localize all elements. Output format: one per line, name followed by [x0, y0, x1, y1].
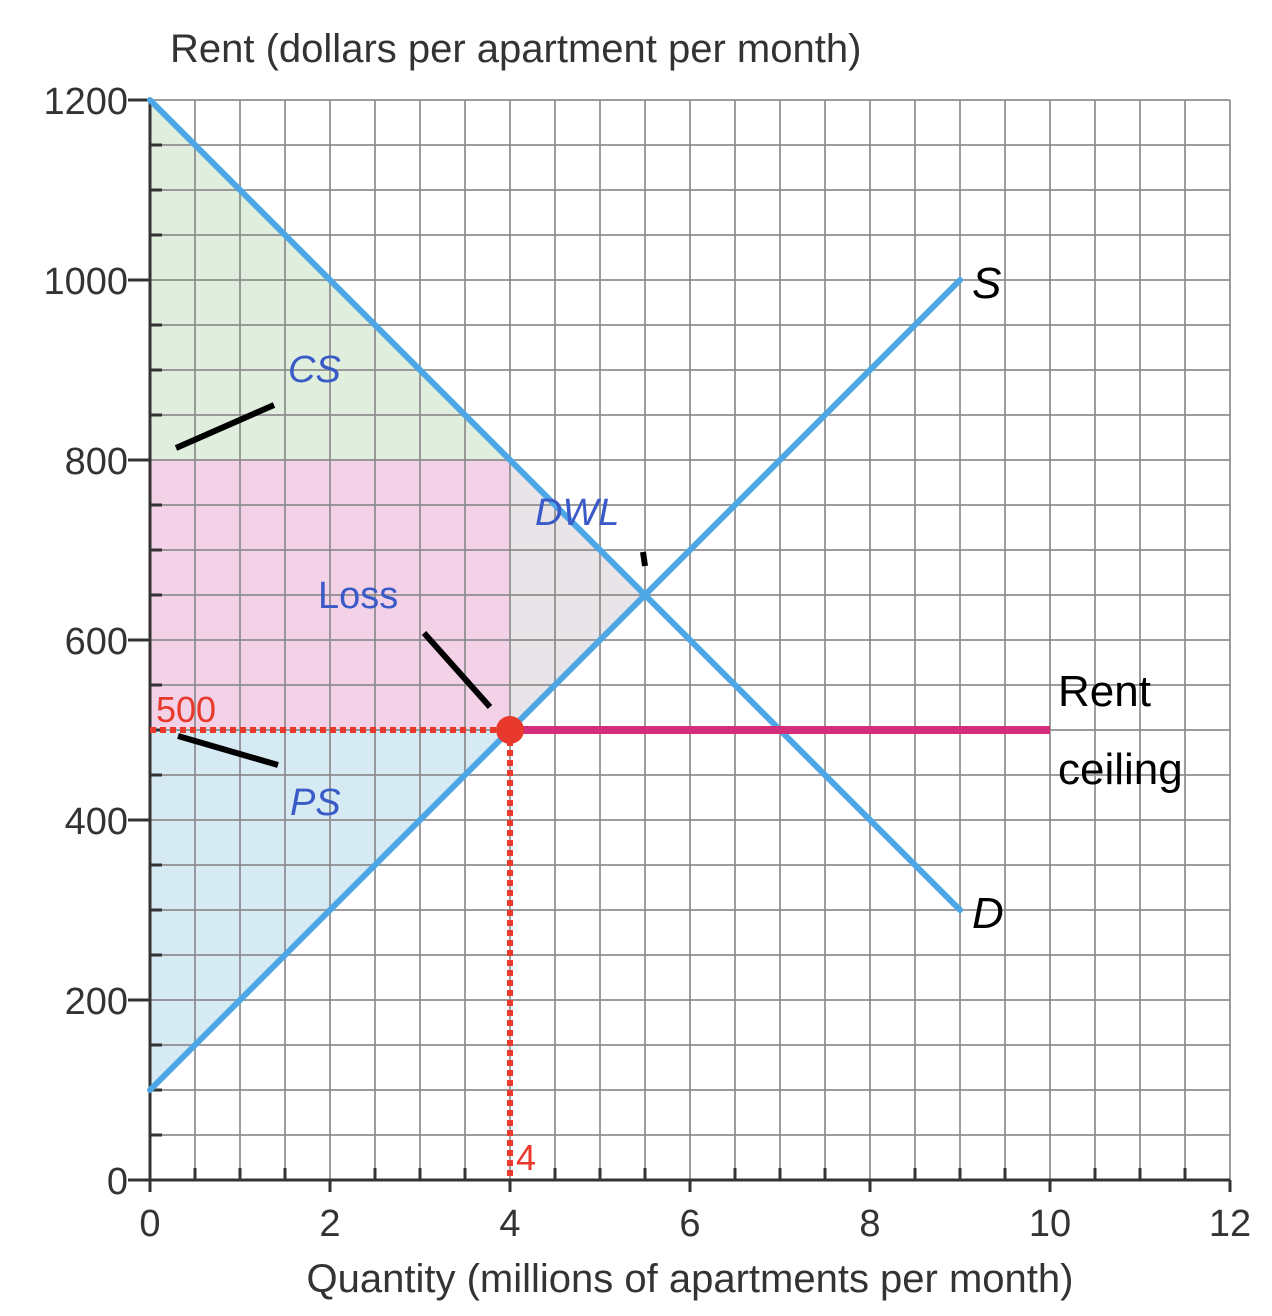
x-tick-label: 12 [1209, 1203, 1251, 1245]
ceiling-label-line2: ceiling [1058, 745, 1183, 794]
leader-line-dwl [640, 551, 648, 567]
supply-label: S [972, 259, 1001, 308]
x-axis-title: Quantity (millions of apartments per mon… [307, 1257, 1074, 1301]
axes: 0 200 400 600 800 1000 1200 0 2 4 6 8 10 12 [43, 81, 1251, 1245]
area-label-dwl: DWL [535, 492, 619, 534]
area-label-ps: PS [290, 782, 341, 824]
y-tick-label: 200 [65, 981, 128, 1023]
x-tick-label: 10 [1029, 1203, 1071, 1245]
y-tick-label: 1000 [43, 261, 128, 303]
supply-curve [147, 277, 963, 1093]
y-tick-label: 600 [65, 621, 128, 663]
demand-label: D [972, 889, 1004, 938]
ceiling-point [496, 716, 524, 744]
area-label-loss: Loss [318, 575, 398, 617]
demand-curve [147, 97, 963, 913]
labels: 500 4 S D Rent ceiling CS Loss PS DWL [156, 259, 1183, 1178]
leader-line-ps [177, 733, 279, 768]
y-tick-label: 1200 [43, 81, 128, 123]
x-tick-label: 4 [499, 1203, 520, 1245]
area-label-cs: CS [288, 349, 341, 391]
y-axis-title: Rent (dollars per apartment per month) [170, 27, 861, 71]
ceiling-label-line1: Rent [1058, 667, 1151, 716]
x-tick-label: 8 [859, 1203, 880, 1245]
leader-line-loss [421, 631, 493, 709]
leader-line-cs [174, 402, 276, 451]
x-tick-label: 6 [679, 1203, 700, 1245]
series [147, 97, 1050, 1180]
quantity-label: 4 [516, 1137, 536, 1178]
y-tick-label: 400 [65, 801, 128, 843]
y-tick-label: 800 [65, 441, 128, 483]
x-tick-label: 2 [319, 1203, 340, 1245]
x-tick-label: 0 [139, 1203, 160, 1245]
y-tick-label: 0 [107, 1161, 128, 1203]
price-label: 500 [156, 689, 216, 730]
